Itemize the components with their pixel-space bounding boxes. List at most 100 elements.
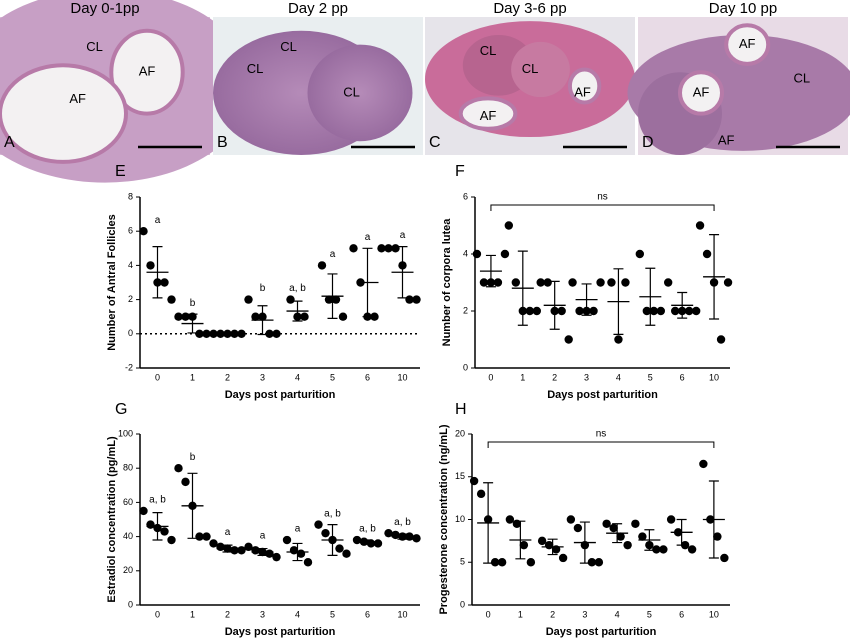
x-tick-label: 3 [260, 609, 265, 619]
y-axis-label: Number of Antral Follicles [106, 214, 118, 351]
y-tick-label: 6 [128, 226, 133, 236]
data-point [335, 544, 343, 552]
significance-bracket [491, 205, 714, 211]
data-point [181, 478, 189, 486]
panel-letter: G [115, 401, 127, 418]
data-point [470, 477, 478, 485]
data-point [314, 520, 322, 528]
data-point [533, 307, 541, 315]
panel-letter: E [115, 163, 126, 180]
data-point [596, 278, 604, 286]
y-tick-label: 4 [463, 248, 468, 258]
data-point [391, 244, 399, 252]
data-point [139, 507, 147, 515]
tissue-label: AF [574, 84, 591, 99]
data-point [602, 520, 610, 528]
data-point [160, 527, 168, 535]
data-point [412, 534, 420, 542]
y-tick-label: 8 [128, 191, 133, 201]
panel-letter: D [642, 134, 654, 151]
x-tick-label: 2 [550, 609, 555, 619]
data-point [607, 278, 615, 286]
data-point [567, 515, 575, 523]
data-point [391, 531, 399, 539]
data-point [160, 278, 168, 286]
x-tick-label: 0 [486, 609, 491, 619]
y-tick-label: 2 [463, 305, 468, 315]
panel-title: Day 0-1pp [70, 0, 139, 17]
y-axis-label: Estradiol concentration (pg/mL) [106, 436, 118, 603]
data-point [688, 545, 696, 553]
tissue-label: CL [86, 39, 103, 54]
data-point [251, 546, 259, 554]
significance-bracket [488, 442, 714, 448]
x-axis-label: Days post parturition [225, 626, 336, 638]
data-point [353, 536, 361, 544]
y-tick-label: 10 [455, 514, 465, 524]
data-point [283, 536, 291, 544]
data-point [659, 545, 667, 553]
data-point [384, 529, 392, 537]
group-letter: a [330, 249, 336, 260]
tissue [511, 42, 570, 97]
y-axis-label: Number of corpora lutea [441, 218, 453, 347]
y-tick-label: 20 [455, 428, 465, 438]
y-tick-label: 80 [123, 463, 133, 473]
data-point [699, 460, 707, 468]
data-point [564, 335, 572, 343]
data-point [595, 558, 603, 566]
panel-title: Day 10 pp [709, 0, 777, 17]
x-tick-label: 10 [709, 609, 719, 619]
data-point [139, 227, 147, 235]
x-tick-label: 5 [647, 609, 652, 619]
y-tick-label: 0 [128, 599, 133, 609]
data-point [717, 335, 725, 343]
panel-letter: A [4, 134, 15, 151]
data-point [527, 558, 535, 566]
group-letter: a, b [289, 283, 306, 294]
tissue-label: AF [693, 84, 710, 99]
x-tick-label: 4 [615, 609, 620, 619]
data-point [304, 558, 312, 566]
data-point [272, 553, 280, 561]
tissue-label: AF [739, 36, 756, 51]
data-point [202, 532, 210, 540]
group-letter: a [225, 527, 231, 538]
tissue-label: AF [139, 64, 156, 79]
panel-letter: H [455, 401, 467, 418]
group-letter: a [400, 230, 406, 241]
group-letter: a, b [359, 524, 376, 535]
data-point [589, 307, 597, 315]
significance-label: ns [596, 429, 607, 440]
data-point [174, 464, 182, 472]
group-letter: a [155, 215, 161, 226]
data-point [667, 515, 675, 523]
x-tick-label: 3 [260, 372, 265, 382]
data-point [300, 313, 308, 321]
data-point [543, 278, 551, 286]
y-tick-label: 4 [128, 260, 133, 270]
data-point [696, 221, 704, 229]
x-tick-label: 0 [488, 372, 493, 382]
x-tick-label: 2 [552, 372, 557, 382]
data-point [412, 295, 420, 303]
data-point [237, 330, 245, 338]
data-point [692, 307, 700, 315]
x-tick-label: 4 [616, 372, 621, 382]
x-tick-label: 3 [584, 372, 589, 382]
x-tick-label: 4 [295, 609, 300, 619]
data-point [512, 278, 520, 286]
data-point [631, 520, 639, 528]
x-tick-label: 1 [520, 372, 525, 382]
x-tick-label: 0 [155, 609, 160, 619]
tissue-label: CL [480, 43, 497, 58]
y-tick-label: 6 [463, 191, 468, 201]
x-tick-label: 10 [397, 609, 407, 619]
x-tick-label: 2 [225, 372, 230, 382]
data-point [349, 244, 357, 252]
x-axis-label: Days post parturition [225, 389, 336, 401]
x-tick-label: 1 [190, 609, 195, 619]
follicle [0, 65, 126, 162]
significance-label: ns [597, 192, 608, 203]
